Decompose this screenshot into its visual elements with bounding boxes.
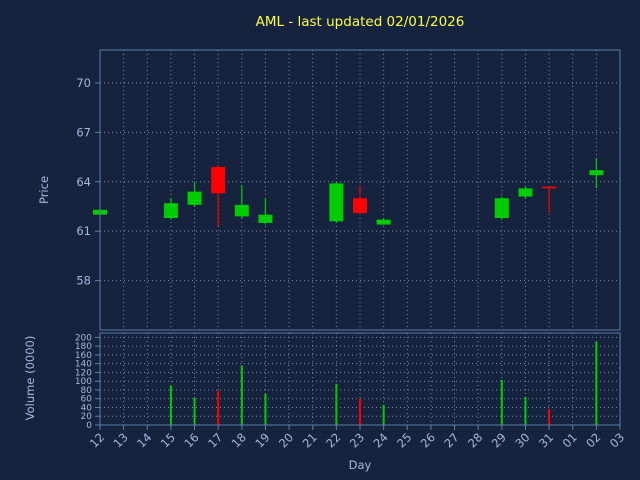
- candle-16: [187, 181, 202, 207]
- x-axis-label: Day: [348, 458, 372, 472]
- day-tick-label: 26: [418, 430, 438, 450]
- candle-body: [494, 198, 509, 218]
- day-tick-label: 14: [134, 430, 154, 450]
- candle-body: [329, 183, 344, 222]
- candle-19: [258, 198, 273, 225]
- volume-tick-label: 120: [75, 368, 92, 378]
- price-tick-label: 61: [76, 224, 91, 238]
- candle-body: [258, 214, 273, 223]
- day-tick-label: 23: [347, 430, 367, 450]
- day-tick-label: 12: [87, 430, 107, 450]
- volume-tick-label: 140: [75, 360, 92, 370]
- day-tick-label: 31: [536, 430, 556, 450]
- volume-tick-label: 200: [75, 333, 92, 343]
- price-axis-label: Price: [37, 175, 51, 205]
- day-tick-label: 28: [465, 430, 485, 450]
- day-tick-label: 02: [583, 430, 603, 450]
- candle-02: [589, 158, 604, 189]
- price-tick-label: 64: [76, 175, 91, 189]
- volume-tick-label: 40: [81, 403, 93, 413]
- tick-marks: [95, 82, 621, 430]
- volume-axis-label: Volume (0000): [23, 335, 37, 421]
- candle-body: [353, 198, 367, 214]
- candle-23: [353, 185, 367, 215]
- candle-body: [163, 203, 178, 218]
- day-tick-label: 13: [111, 430, 131, 450]
- day-tick-label: 22: [323, 430, 343, 450]
- day-tick-label: 25: [394, 430, 414, 450]
- day-tick-label: 29: [489, 430, 509, 450]
- day-tick-label: 15: [158, 430, 178, 450]
- volume-tick-label: 160: [75, 351, 92, 361]
- candle-22: [329, 181, 344, 223]
- day-tick-label: 03: [607, 430, 627, 450]
- candle-24: [376, 218, 391, 225]
- day-tick-label: 19: [252, 430, 272, 450]
- volume-tick-label: 80: [81, 386, 93, 396]
- day-tick-label: 16: [181, 430, 201, 450]
- day-tick-label: 20: [276, 430, 296, 450]
- price-tick-label: 58: [76, 274, 91, 288]
- candles: [93, 158, 604, 425]
- volume-tick-label: 180: [75, 342, 92, 352]
- day-tick-label: 01: [560, 430, 580, 450]
- gridlines: [99, 50, 621, 426]
- candle-body: [211, 166, 226, 194]
- price-tick-label: 67: [76, 125, 91, 139]
- volume-tick-label: 60: [81, 395, 93, 405]
- chart-title: AML - last updated 02/01/2026: [255, 14, 465, 30]
- candle-30: [518, 186, 533, 199]
- candle-body: [376, 219, 391, 225]
- day-tick-label: 30: [512, 430, 532, 450]
- volume-tick-label: 0: [86, 421, 92, 431]
- candle-body: [518, 188, 533, 197]
- candle-body: [542, 186, 557, 189]
- day-tick-label: 17: [205, 430, 225, 450]
- candle-17: [211, 165, 226, 227]
- day-tick-label: 21: [300, 430, 320, 450]
- price-tick-label: 70: [76, 76, 91, 90]
- candle-15: [163, 198, 178, 220]
- candle-29: [494, 196, 509, 220]
- candle-body: [187, 191, 202, 205]
- candle-body: [589, 170, 604, 176]
- volume-tick-label: 100: [75, 377, 92, 387]
- day-tick-label: 18: [229, 430, 249, 450]
- day-tick-label: 27: [441, 430, 461, 450]
- price-panel-border: [99, 49, 621, 331]
- candle-18: [234, 185, 249, 218]
- day-tick-label: 24: [371, 430, 391, 450]
- candle-31: [542, 186, 557, 214]
- candle-body: [234, 204, 249, 217]
- volume-tick-label: 20: [81, 412, 93, 422]
